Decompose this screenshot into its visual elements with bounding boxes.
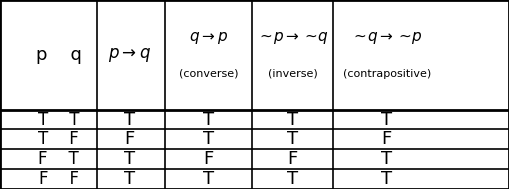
- Text: F: F: [288, 150, 298, 168]
- Text: T: T: [287, 130, 298, 148]
- Text: $p \rightarrow q$: $p \rightarrow q$: [108, 46, 151, 64]
- Text: T: T: [381, 111, 392, 129]
- Text: T: T: [203, 170, 214, 188]
- Text: T: T: [287, 111, 298, 129]
- Text: F    T: F T: [38, 150, 79, 168]
- Text: T: T: [124, 150, 135, 168]
- Text: $\sim\!p \rightarrow \sim\!q$: $\sim\!p \rightarrow \sim\!q$: [257, 30, 329, 46]
- Text: T: T: [203, 130, 214, 148]
- Text: $q \rightarrow p$: $q \rightarrow p$: [189, 30, 229, 46]
- Text: $\sim\!q \rightarrow \sim\!p$: $\sim\!q \rightarrow \sim\!p$: [351, 30, 423, 46]
- Text: F: F: [204, 150, 214, 168]
- Text: T: T: [381, 150, 392, 168]
- Text: F    F: F F: [39, 170, 78, 188]
- Text: (contrapositive): (contrapositive): [343, 69, 431, 79]
- Text: F: F: [382, 130, 392, 148]
- Text: T: T: [124, 170, 135, 188]
- Text: (converse): (converse): [179, 69, 238, 79]
- Text: (inverse): (inverse): [268, 69, 318, 79]
- Text: T    T: T T: [38, 111, 79, 129]
- Text: F: F: [125, 130, 135, 148]
- Text: T: T: [381, 170, 392, 188]
- Text: T: T: [203, 111, 214, 129]
- Text: T: T: [287, 170, 298, 188]
- Text: T: T: [124, 111, 135, 129]
- Text: p    q: p q: [36, 46, 81, 64]
- Text: T    F: T F: [38, 130, 79, 148]
